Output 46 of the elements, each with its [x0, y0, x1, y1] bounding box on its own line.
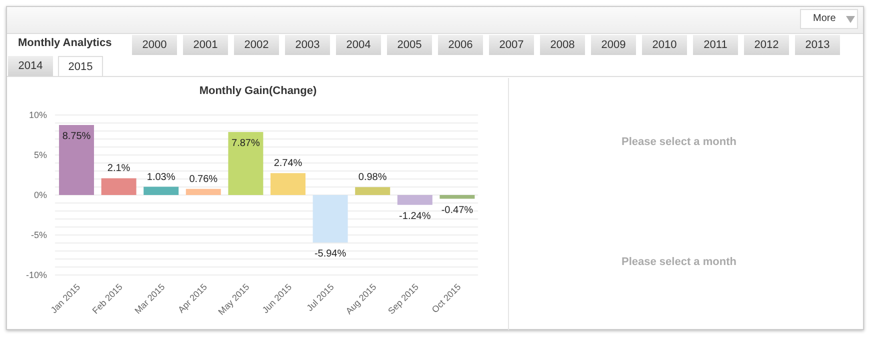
- tab: 2004: [336, 35, 381, 55]
- bar: [228, 132, 264, 195]
- bar: [355, 187, 390, 195]
- data-label: 2.1%: [107, 163, 130, 174]
- data-label: 0.76%: [189, 174, 218, 185]
- bar: [101, 178, 136, 195]
- data-label: 2.74%: [274, 158, 302, 170]
- bar: [397, 195, 432, 205]
- tab: 2005: [387, 35, 432, 55]
- y-tick-label: 0%: [34, 190, 47, 200]
- bar: [144, 186, 179, 195]
- tab: 2009: [591, 35, 636, 55]
- tab: 2013: [795, 35, 840, 55]
- data-label: 1.03%: [146, 172, 176, 183]
- tab: 2008: [540, 35, 585, 55]
- bar: [270, 173, 306, 195]
- bar: [440, 195, 475, 199]
- data-label: -0.47%: [441, 204, 474, 216]
- more-button: More: [800, 9, 858, 29]
- data-label: 7.87%: [232, 138, 260, 150]
- bar: [59, 125, 94, 195]
- tab: 2000: [132, 35, 177, 55]
- tab: 2006: [438, 35, 483, 55]
- text: Monthly Analytics: [18, 37, 112, 49]
- tab: 2010: [642, 35, 687, 55]
- text: Please select a month: [620, 136, 738, 148]
- data-label: 0.98%: [358, 172, 387, 184]
- data-label: -5.94%: [314, 248, 346, 260]
- y-tick-label: -10%: [26, 270, 47, 280]
- tab: 2007: [489, 35, 534, 55]
- y-tick-label: 5%: [34, 150, 47, 160]
- tab: 2002: [234, 35, 279, 55]
- tab: 2001: [183, 35, 228, 55]
- y-tick-label: 10%: [28, 110, 47, 120]
- tab: 2011: [693, 35, 738, 55]
- data-label: -1.24%: [399, 210, 431, 222]
- tab: 2015: [58, 56, 103, 76]
- bar: [186, 188, 221, 195]
- y-tick-label: -5%: [30, 230, 47, 240]
- bar: [312, 195, 348, 243]
- tab: 2003: [285, 35, 330, 55]
- chart-title: Monthly Gain(Change): [198, 85, 318, 97]
- data-label: 8.75%: [62, 131, 91, 142]
- text: Please select a month: [620, 256, 738, 268]
- tab: 2012: [744, 35, 789, 55]
- tab: 2014: [8, 56, 53, 76]
